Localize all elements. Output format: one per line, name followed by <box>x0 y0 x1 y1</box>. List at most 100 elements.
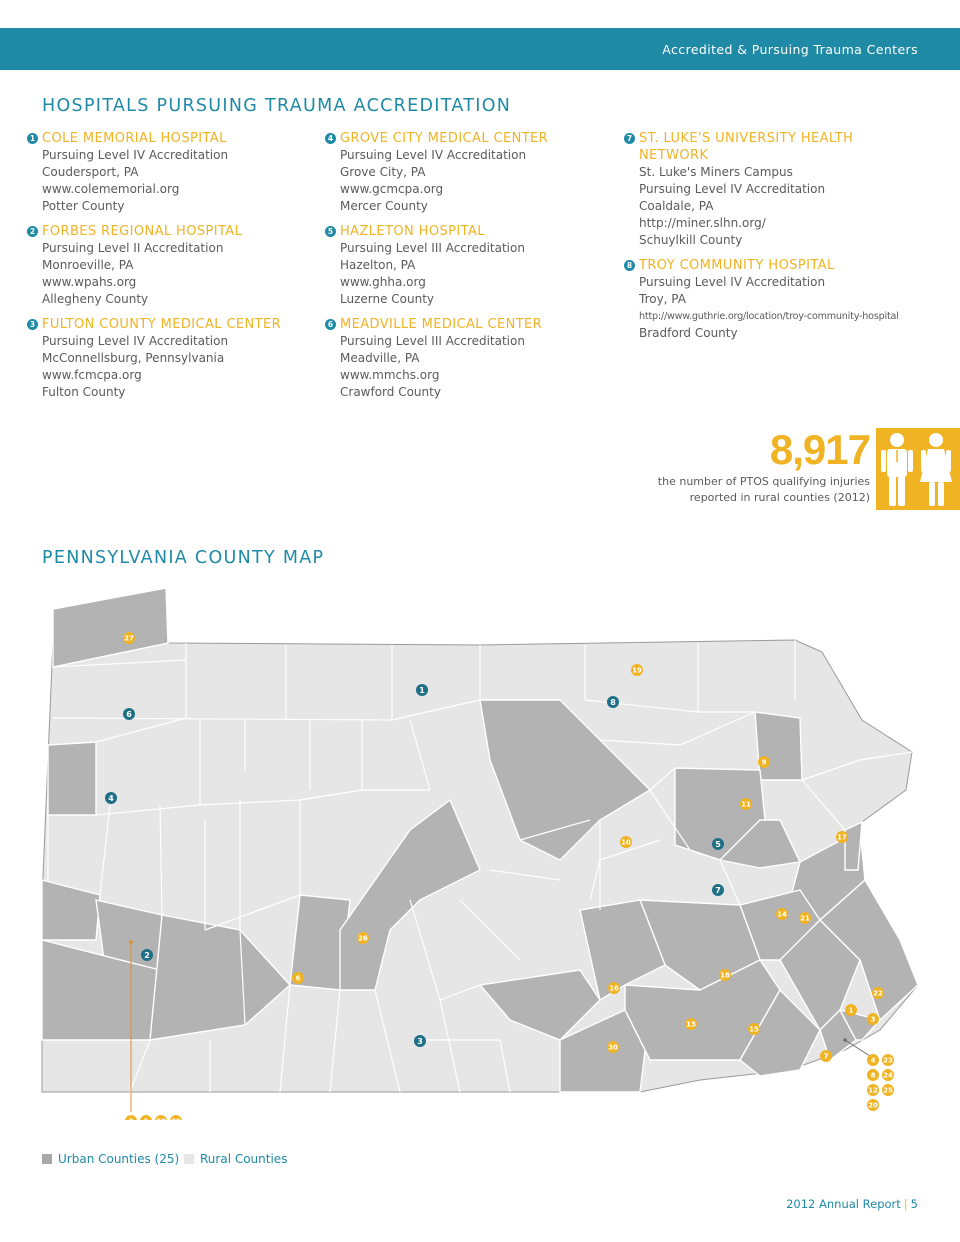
number-badge: 1 <box>27 133 38 144</box>
header-title: Accredited & Pursuing Trauma Centers <box>662 42 918 57</box>
trauma-marker[interactable]: 4 <box>867 1054 879 1066</box>
marker-label: 6 <box>126 710 132 719</box>
stat-caption-line: the number of PTOS qualifying injuries <box>657 475 870 488</box>
legend-label-urban: Urban Counties (25) <box>58 1152 180 1166</box>
marker-label: 1 <box>419 686 425 695</box>
county-westmoreland <box>149 914 291 1041</box>
footer-page-number: 5 <box>910 1197 918 1211</box>
hospital-marker[interactable]: 3 <box>414 1035 426 1047</box>
county-centre <box>339 798 481 991</box>
hospital-marker[interactable]: 1 <box>416 684 428 696</box>
marker-label: 23 <box>883 1057 893 1065</box>
hospital-name: ST. LUKE'S UNIVERSITY HEALTH NETWORK <box>639 131 854 163</box>
hospital-marker[interactable]: 2 <box>141 949 153 961</box>
hospital-detail: Pursuing Level IV Accreditation <box>639 182 826 196</box>
legend-rural: Rural Counties <box>184 1152 287 1166</box>
trauma-marker[interactable]: 22 <box>872 987 884 999</box>
hospital-link[interactable]: http://miner.slhn.org/ <box>639 216 766 230</box>
hospital-detail: Pursuing Level III Accreditation <box>340 241 525 255</box>
marker-label: 2 <box>144 951 150 960</box>
trauma-marker[interactable]: 2 <box>125 1115 137 1127</box>
hospital-link[interactable]: www.ghha.org <box>340 275 426 289</box>
legend-urban: Urban Counties (25) <box>42 1152 179 1166</box>
trauma-marker[interactable]: 6 <box>292 972 304 984</box>
map-svg: 1 2 3 4 5 6 7 8 1 2 3 4 5 6 7 8 9 10 11 … <box>41 587 919 1127</box>
trauma-marker[interactable]: 5 <box>140 1115 152 1127</box>
hospital-link[interactable]: www.gcmcpa.org <box>340 182 444 196</box>
trauma-marker[interactable]: 3 <box>867 1013 879 1025</box>
trauma-marker[interactable]: 21 <box>799 912 811 924</box>
trauma-marker[interactable]: 26 <box>357 932 369 944</box>
marker-label: 6 <box>296 975 301 983</box>
marker-label: 14 <box>777 911 787 919</box>
trauma-marker[interactable]: 9 <box>758 756 770 768</box>
hospital-entry: 3 FULTON COUNTY MEDICAL CENTER Pursuing … <box>27 316 332 401</box>
hospital-column-1: 1 COLE MEMORIAL HOSPITAL Pursuing Level … <box>27 130 332 409</box>
hospital-marker[interactable]: 7 <box>712 884 724 896</box>
trauma-marker[interactable]: 11 <box>740 798 752 810</box>
hospital-link[interactable]: www.mmchs.org <box>340 368 440 382</box>
county-erie <box>52 587 169 668</box>
hospital-entry: 8 TROY COMMUNITY HOSPITAL Pursuing Level… <box>624 257 929 342</box>
marker-label: 4 <box>108 794 114 803</box>
trauma-marker[interactable]: 18 <box>719 969 731 981</box>
trauma-marker[interactable]: 24 <box>882 1069 894 1081</box>
trauma-marker[interactable]: 16 <box>608 982 620 994</box>
marker-label: 5 <box>715 840 721 849</box>
hospital-marker[interactable]: 8 <box>607 696 619 708</box>
trauma-marker[interactable]: 30 <box>607 1041 619 1053</box>
trauma-marker[interactable]: 29 <box>170 1115 182 1127</box>
pennsylvania-county-map: 1 2 3 4 5 6 7 8 1 2 3 4 5 6 7 8 9 10 11 … <box>0 580 960 1127</box>
hospital-detail: Pursuing Level III Accreditation <box>340 334 525 348</box>
trauma-marker[interactable]: 20 <box>867 1099 879 1111</box>
hospital-name: MEADVILLE MEDICAL CENTER <box>340 317 543 332</box>
hospital-link[interactable]: www.fcmcpa.org <box>42 368 142 382</box>
marker-label: 16 <box>609 985 619 993</box>
hospital-detail: Grove City, PA <box>340 165 426 179</box>
trauma-marker[interactable]: 1 <box>845 1004 857 1016</box>
leader-dot <box>129 940 133 944</box>
trauma-marker[interactable]: 10 <box>620 836 632 848</box>
trauma-marker[interactable]: 19 <box>631 664 643 676</box>
number-badge: 6 <box>325 319 336 330</box>
trauma-marker[interactable]: 15 <box>748 1023 760 1035</box>
trauma-marker[interactable]: 17 <box>836 831 848 843</box>
man-woman-icon <box>881 433 952 506</box>
hospital-link[interactable]: http://www.guthrie.org/location/troy-com… <box>639 311 899 322</box>
hospital-marker[interactable]: 6 <box>123 708 135 720</box>
hospital-link[interactable]: www.colememorial.org <box>42 182 180 196</box>
hospital-detail: McConnellsburg, Pennsylvania <box>42 351 225 365</box>
stat-caption: the number of PTOS qualifying injuries r… <box>610 474 870 505</box>
trauma-marker[interactable]: 8 <box>867 1069 879 1081</box>
marker-label: 3 <box>871 1016 876 1024</box>
trauma-marker[interactable]: 13 <box>685 1018 697 1030</box>
trauma-marker[interactable]: 7 <box>820 1050 832 1062</box>
number-badge: 4 <box>325 133 336 144</box>
county-lackawanna <box>754 711 803 781</box>
marker-label: 8 <box>610 698 616 707</box>
trauma-marker[interactable]: 25 <box>882 1084 894 1096</box>
stat-icon-box <box>876 428 960 510</box>
hospital-detail: Pursuing Level IV Accreditation <box>42 148 229 162</box>
hospital-detail: Coaldale, PA <box>639 199 714 213</box>
trauma-marker[interactable]: 12 <box>867 1084 879 1096</box>
marker-label: 10 <box>621 839 631 847</box>
hospital-detail: Fulton County <box>42 385 126 399</box>
marker-label: 25 <box>883 1087 893 1095</box>
marker-label: 30 <box>608 1044 618 1052</box>
marker-label: 7 <box>824 1053 829 1061</box>
hospital-detail: Hazelton, PA <box>340 258 416 272</box>
hospital-marker[interactable]: 4 <box>105 792 117 804</box>
county-lines <box>47 640 913 1093</box>
hospital-link[interactable]: www.wpahs.org <box>42 275 137 289</box>
marker-label: 11 <box>741 801 751 809</box>
stat-value: 8,917 <box>769 426 871 473</box>
marker-label: 2 <box>129 1118 134 1121</box>
trauma-marker[interactable]: 28 <box>155 1115 167 1127</box>
trauma-marker[interactable]: 14 <box>776 908 788 920</box>
hospital-detail: Pursuing Level IV Accreditation <box>42 334 229 348</box>
trauma-marker[interactable]: 27 <box>123 632 135 644</box>
trauma-marker[interactable]: 23 <box>882 1054 894 1066</box>
hospital-detail: Troy, PA <box>639 292 686 306</box>
hospital-marker[interactable]: 5 <box>712 838 724 850</box>
